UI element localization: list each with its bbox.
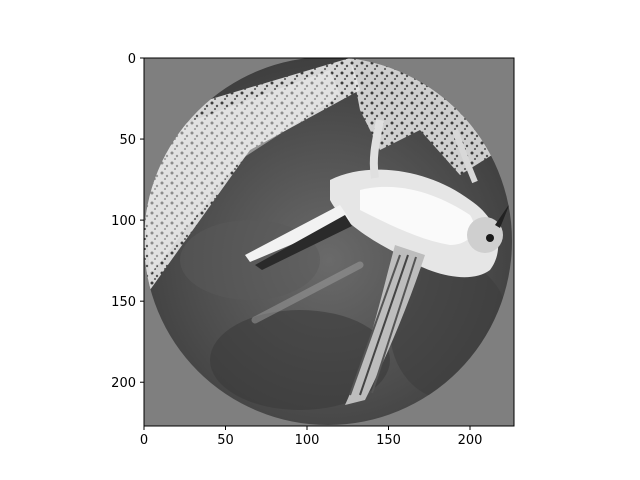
y-tick-label: 150	[111, 295, 136, 310]
x-tick-label: 200	[458, 433, 483, 448]
x-tick-label: 100	[295, 433, 320, 448]
y-tick-label: 100	[111, 214, 136, 229]
y-tick-label: 0	[128, 52, 136, 67]
y-tick-label: 200	[111, 376, 136, 391]
hummingbird	[245, 119, 510, 405]
x-tick-label: 50	[217, 433, 234, 448]
x-tick-label: 0	[140, 433, 148, 448]
y-axis: 0 50 100 150 200	[111, 52, 144, 391]
y-tick-label: 50	[119, 133, 136, 148]
x-axis: 0 50 100 150 200	[140, 426, 483, 448]
x-tick-label: 150	[376, 433, 401, 448]
axes-frame	[143, 57, 515, 427]
branch	[144, 58, 360, 290]
hummingbird-photo	[144, 58, 512, 425]
